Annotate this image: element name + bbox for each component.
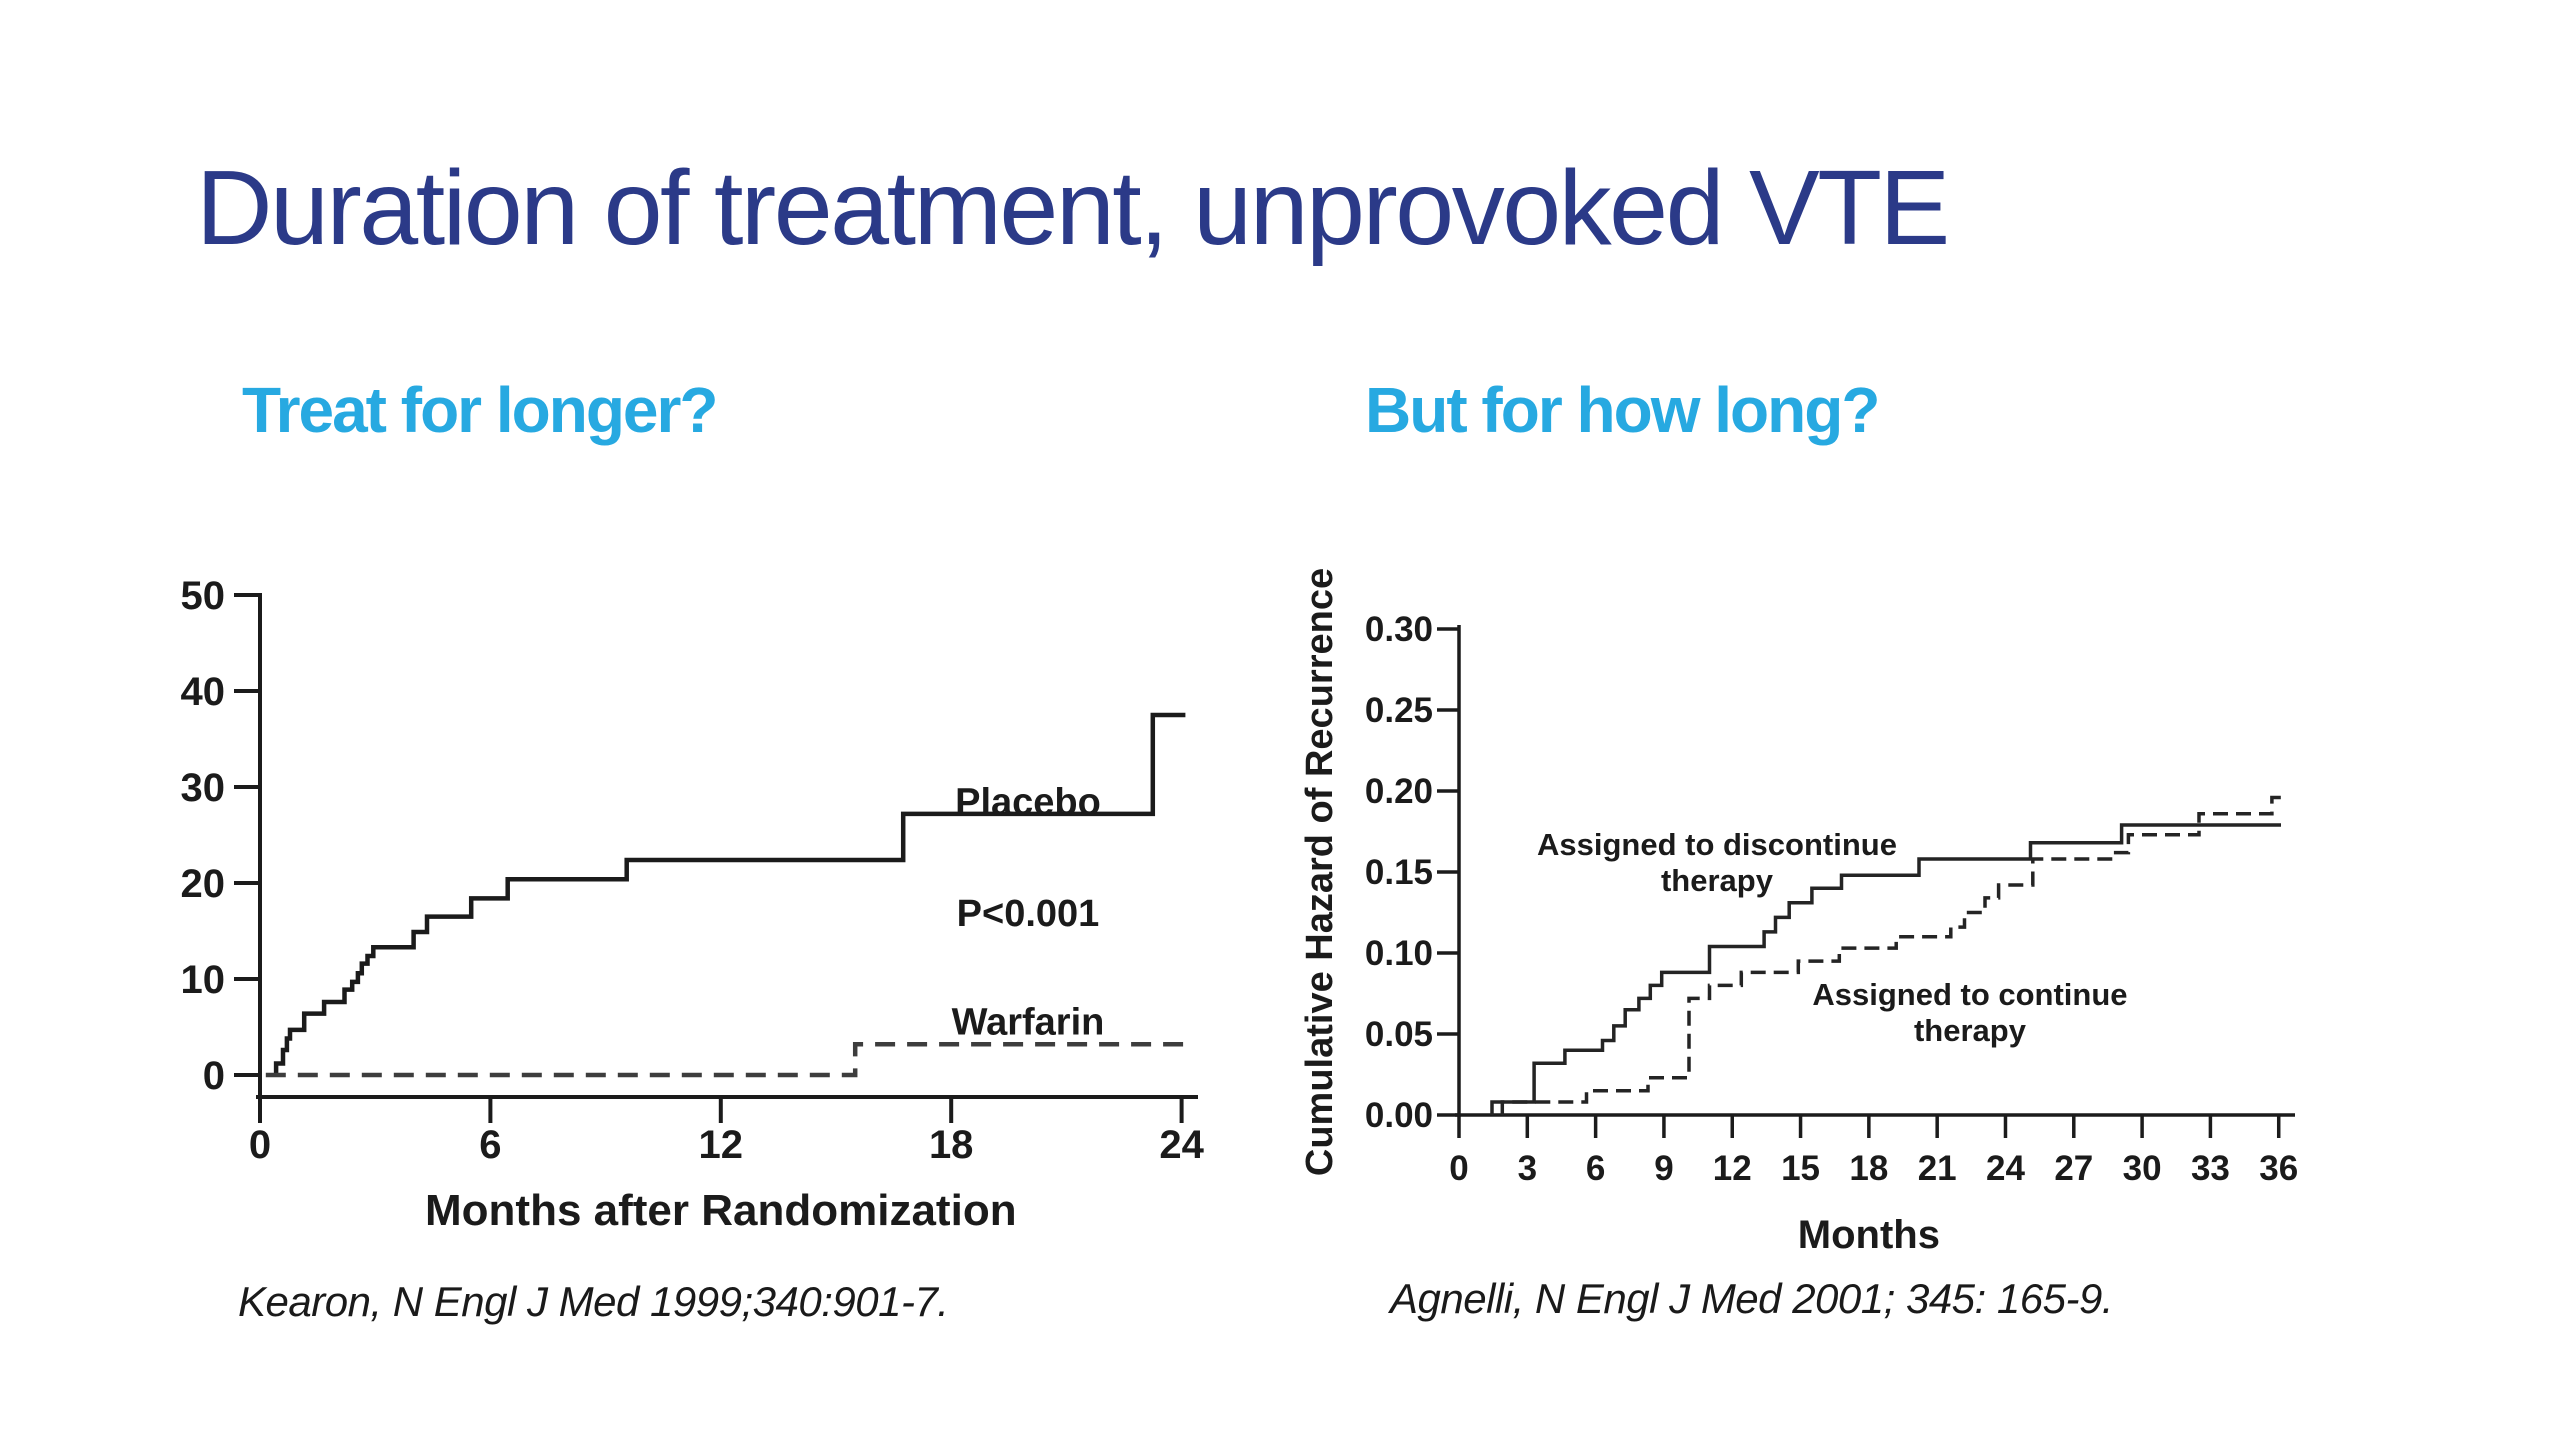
agnelli-chart: 0 3 6 9 12 15 18 21 24 27 30 33 360.000.050.100.150.… <box>1299 568 2298 1257</box>
x-tick-label: 18 <box>1849 1149 1888 1188</box>
left-chart-heading: Treat for longer? <box>242 374 718 446</box>
x-tick-label: 24 <box>1159 1123 1204 1167</box>
kearon-chart: 0 6 12 18 24 0 10 20 30 40 50 Months after Randomiz… <box>181 574 1205 1235</box>
y-tick-label: 0.00 <box>1365 1096 1433 1135</box>
slide-title: Duration of treatment, unprovoked VTE <box>196 149 1950 267</box>
y-tick-label: 0.15 <box>1365 853 1433 892</box>
x-tick-label: 30 <box>2123 1149 2162 1188</box>
chart-annotation: Warfarin <box>952 1001 1105 1043</box>
y-tick-label: 30 <box>181 766 226 810</box>
x-tick-label: 24 <box>1986 1149 2025 1188</box>
series-placebo <box>273 712 1186 1075</box>
x-tick-label: 0 <box>1449 1149 1468 1188</box>
x-tick-label: 3 <box>1518 1149 1537 1188</box>
x-axis-title: Months after Randomization <box>425 1186 1017 1235</box>
x-tick-label: 21 <box>1918 1149 1957 1188</box>
x-axis-title: Months <box>1798 1213 1940 1257</box>
x-tick-label: 6 <box>1586 1149 1605 1188</box>
x-tick-label: 12 <box>1713 1149 1752 1188</box>
x-tick-label: 33 <box>2191 1149 2230 1188</box>
left-citation: Kearon, N Engl J Med 1999;340:901-7. <box>238 1278 949 1325</box>
chart-annotation: Assigned to continue <box>1812 977 2127 1012</box>
x-tick-label: 0 <box>249 1123 271 1167</box>
chart-annotation: Placebo <box>955 781 1101 823</box>
chart-annotation: Assigned to discontinue <box>1537 827 1897 862</box>
x-tick-label: 15 <box>1781 1149 1820 1188</box>
series-assigned-to-continue-therapy <box>1500 795 2281 1115</box>
y-tick-label: 0.05 <box>1365 1015 1433 1054</box>
y-tick-label: 0 <box>203 1054 225 1098</box>
y-axis-title: Cumulative Hazard of Recurrence <box>1299 568 1341 1176</box>
x-tick-label: 12 <box>699 1123 744 1167</box>
x-tick-label: 27 <box>2054 1149 2093 1188</box>
y-tick-label: 20 <box>181 862 226 906</box>
y-tick-label: 0.10 <box>1365 934 1433 973</box>
chart-annotation: therapy <box>1914 1013 2027 1048</box>
right-chart-heading: But for how long? <box>1365 374 1880 446</box>
y-tick-label: 0.30 <box>1365 610 1433 649</box>
series-assigned-to-discontinue-therapy <box>1490 823 2281 1115</box>
chart-annotation: therapy <box>1661 863 1774 898</box>
series-warfarin <box>265 1042 1186 1078</box>
y-tick-label: 10 <box>181 958 226 1002</box>
x-tick-label: 9 <box>1654 1149 1673 1188</box>
y-tick-label: 0.25 <box>1365 691 1433 730</box>
x-tick-label: 18 <box>929 1123 974 1167</box>
y-tick-label: 0.20 <box>1365 772 1433 811</box>
y-tick-label: 40 <box>181 670 226 714</box>
x-tick-label: 6 <box>479 1123 501 1167</box>
y-tick-label: 50 <box>181 574 226 618</box>
x-tick-label: 36 <box>2259 1149 2298 1188</box>
chart-annotation: P<0.001 <box>957 893 1100 935</box>
right-citation: Agnelli, N Engl J Med 2001; 345: 165-9. <box>1390 1275 2113 1322</box>
